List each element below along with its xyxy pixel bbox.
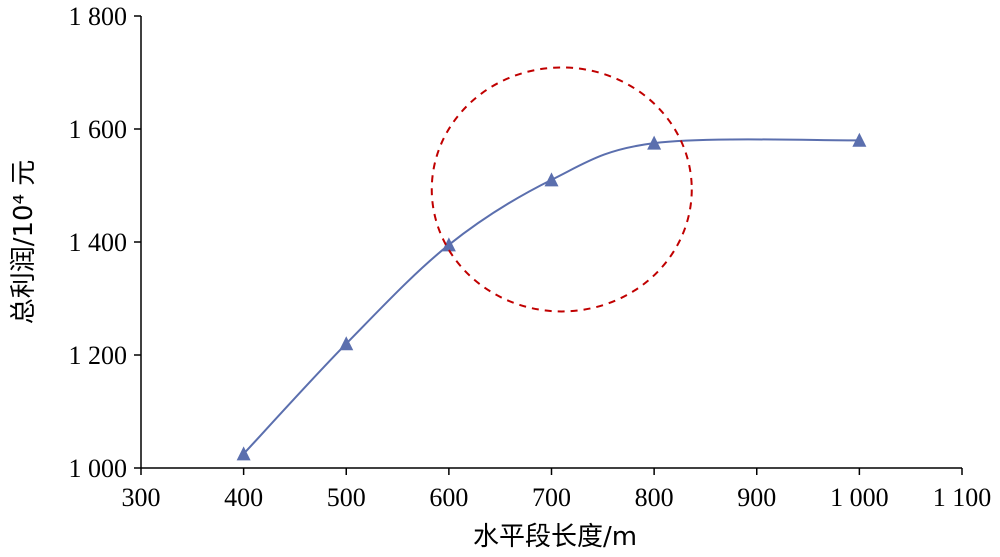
data-point-marker: [544, 172, 559, 187]
y-tick-label: 1 400: [69, 228, 128, 257]
axes: [140, 16, 962, 469]
y-tick-label: 1 200: [69, 341, 128, 370]
y-tick-label: 1 000: [69, 454, 128, 483]
y-tick-label: 1 800: [69, 2, 128, 31]
x-axis-title: 水平段长度/m: [473, 522, 637, 552]
x-tick-label: 800: [635, 483, 674, 512]
data-point-marker: [339, 336, 354, 351]
series: [236, 132, 867, 461]
data-point-marker: [852, 132, 867, 147]
ticks: 300 400 500 600 700 800 900 1 000 1 100 1 000 1 20…: [69, 2, 992, 512]
x-tick-label: 900: [737, 483, 776, 512]
x-tick-label: 700: [532, 483, 571, 512]
x-tick-label: 1 000: [830, 483, 889, 512]
data-point-marker: [647, 135, 662, 150]
y-tick-label: 1 600: [69, 115, 128, 144]
data-point-marker: [236, 446, 251, 461]
x-tick-label: 600: [429, 483, 468, 512]
x-tick-label: 1 100: [933, 483, 992, 512]
y-axis-title: 总利润/10⁴ 元: [9, 160, 39, 325]
x-tick-label: 500: [327, 483, 366, 512]
annotations: [430, 66, 693, 313]
data-point-marker: [441, 237, 456, 252]
x-tick-label: 300: [122, 483, 161, 512]
x-tick-label: 400: [224, 483, 263, 512]
series-line: [242, 138, 860, 455]
highlight-circle: [430, 66, 693, 313]
